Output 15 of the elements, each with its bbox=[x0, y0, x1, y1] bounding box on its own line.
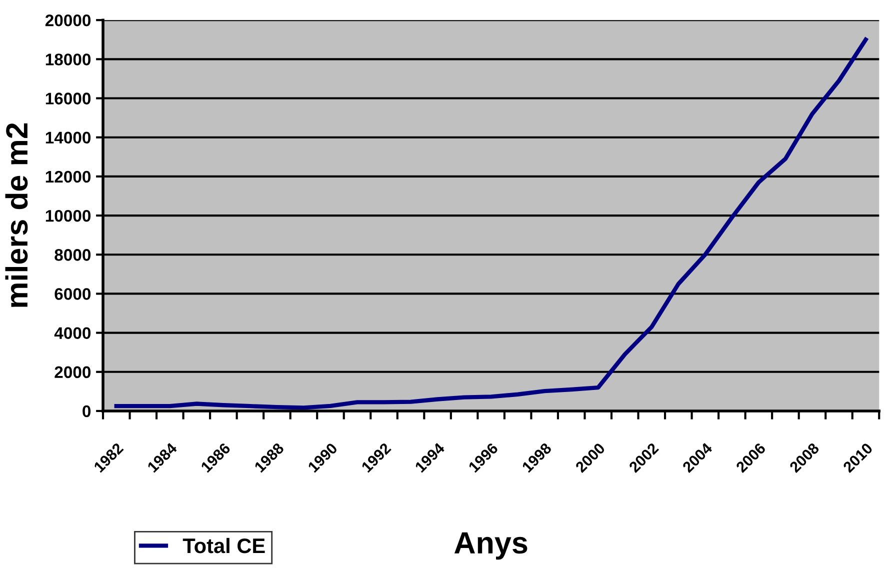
y-tick-label: 8000 bbox=[54, 249, 91, 261]
y-tick-label: 12000 bbox=[46, 170, 91, 183]
y-tick-label: 18000 bbox=[46, 54, 91, 66]
line-series bbox=[114, 38, 868, 410]
y-tick-label: 4000 bbox=[54, 327, 91, 340]
y-tick-label: 0 bbox=[82, 405, 91, 418]
y-tick-label: 2000 bbox=[54, 366, 91, 378]
y-axis-title: milers de m2 bbox=[5, 123, 28, 307]
y-tick-label: 20000 bbox=[45, 14, 91, 26]
y-tick-label: 16000 bbox=[46, 92, 91, 104]
y-tick-label: 6000 bbox=[54, 288, 91, 300]
legend-label: Total CE bbox=[182, 538, 265, 554]
y-tick-label: 10000 bbox=[46, 210, 91, 222]
y-tick-label: 14000 bbox=[46, 132, 91, 144]
x-axis-title: Anys bbox=[454, 532, 528, 560]
